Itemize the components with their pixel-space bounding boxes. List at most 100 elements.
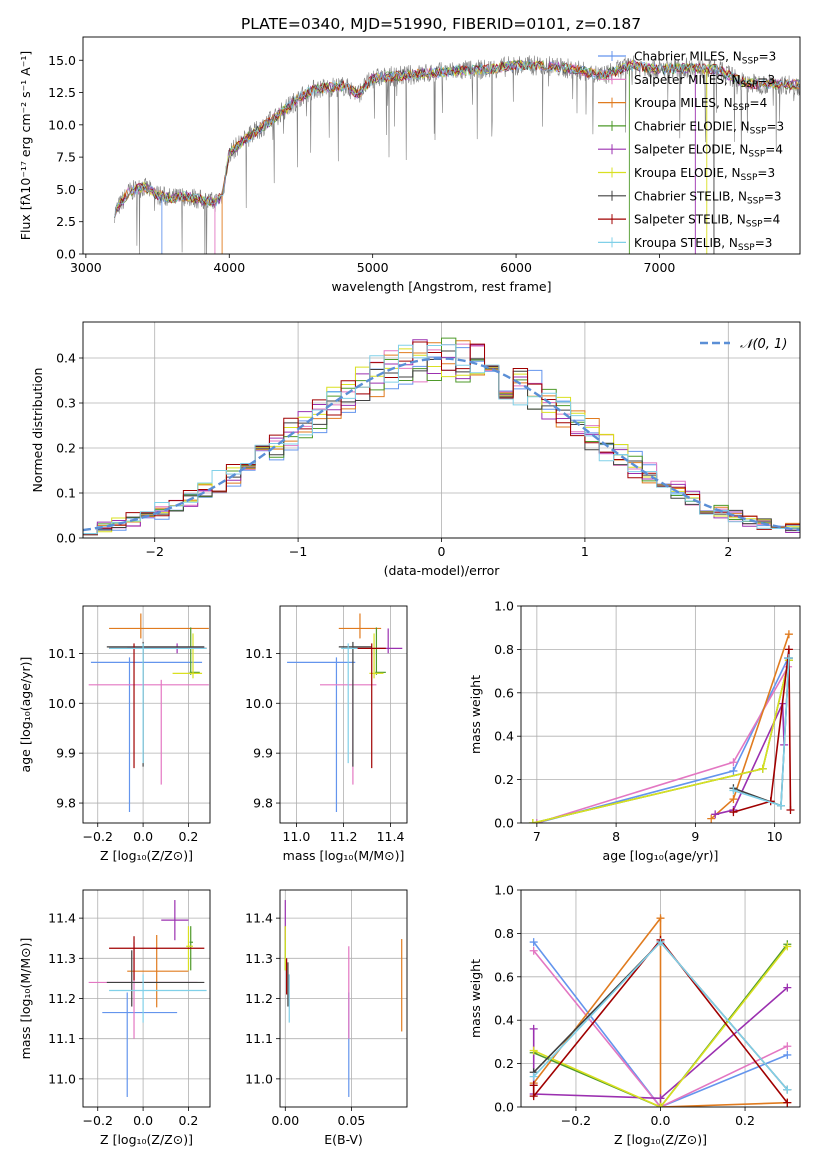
legend-model-name: Salpeter MILES, N — [634, 73, 741, 87]
y-tick-label: 11.2 — [48, 991, 76, 1006]
x-axis-label: Z [log₁₀(Z/Z⊙)] — [100, 1132, 193, 1147]
weight-series-line — [715, 703, 785, 816]
x-tick-label: 0.00 — [271, 1113, 299, 1128]
y-tick-label: 0.0 — [494, 1100, 514, 1115]
residual-histogram-step — [83, 341, 800, 535]
weight-point-marker — [529, 1081, 538, 1090]
weight-point-marker — [729, 758, 738, 767]
ticks: 0.00 0.05 11.0 11.1 11.2 11.3 11.4 — [245, 911, 365, 1128]
y-axis-label: mass weight — [468, 959, 483, 1038]
gridlines — [280, 606, 407, 823]
x-tick-label: −0.2 — [83, 1113, 113, 1128]
legend-nssp: =3 — [759, 50, 777, 64]
axes-frame — [279, 889, 408, 1108]
errorbar-point — [106, 950, 205, 1007]
weight-series-line — [733, 649, 792, 813]
weight-point-marker — [783, 1042, 792, 1051]
age-vs-mass-panel: 11.0 11.2 11.4 9.8 9.9 10.0 10.1 mass [log₁₀(M/… — [245, 605, 408, 863]
weight-point-marker — [784, 645, 793, 654]
errorbar-point — [338, 641, 372, 767]
weight-vs-metallicity-panel: −0.2 0.0 0.2 0.0 0.2 0.4 0.6 0.8 1.0 Z [log₁₀(Z/Z… — [468, 883, 801, 1147]
model-spectrum-line — [114, 60, 800, 218]
x-tick-label: 11.0 — [283, 829, 311, 844]
legend-nssp: =3 — [764, 189, 782, 203]
y-tick-label: 0.4 — [56, 351, 76, 366]
residuals-panel: −2 −1 0 1 2 0.0 0.1 0.2 0.3 0.4 (data-model)/error… — [30, 321, 801, 578]
y-tick-label: 11.4 — [48, 911, 76, 926]
legend-label: Kroupa STELIB, NSSP=3 — [634, 236, 772, 253]
ticks: −0.2 0.0 0.2 0.0 0.2 0.4 0.6 0.8 1.0 — [494, 883, 755, 1129]
y-tick-label: 11.0 — [48, 1071, 76, 1086]
y-tick-label: 0.0 — [56, 247, 76, 262]
y-tick-label: 12.5 — [48, 85, 76, 100]
y-tick-label: 0.0 — [494, 816, 514, 831]
mass-vs-metallicity-panel: −0.2 0.0 0.2 11.0 11.1 11.2 11.3 11.4 Z [log₁₀(Z… — [18, 889, 211, 1147]
weight-point-marker — [786, 805, 795, 814]
errorbar-point — [88, 679, 209, 785]
weight-point-marker — [783, 1085, 792, 1094]
weight-series-line — [533, 915, 788, 1107]
weight-point-marker — [729, 795, 738, 804]
legend-label: Kroupa MILES, NSSP=4 — [634, 96, 767, 113]
plot-area — [529, 914, 792, 1107]
legend-sub: SSP — [747, 196, 764, 206]
x-axis-label: age [log₁₀(age/yr)] — [603, 848, 719, 863]
x-tick-label: 0.0 — [133, 829, 153, 844]
y-tick-label: 10.0 — [48, 117, 76, 132]
mass-vs-ebv-panel: 0.00 0.05 11.0 11.1 11.2 11.3 11.4 E(B-V) — [245, 889, 408, 1147]
legend-sub: SSP — [738, 243, 755, 253]
y-axis-label: mass [log₁₀(M/M⊙)] — [18, 938, 33, 1060]
x-tick-label: 4000 — [213, 260, 245, 275]
legend-label: Salpeter STELIB, NSSP=4 — [634, 213, 780, 230]
weight-point-marker — [529, 1024, 538, 1033]
legend-sub: SSP — [748, 150, 765, 160]
plot-area — [83, 337, 800, 536]
legend-sub: SSP — [741, 173, 758, 183]
weight-point-marker — [729, 766, 738, 775]
axes-frame — [279, 605, 408, 824]
weight-point-marker — [729, 808, 738, 817]
x-axis-label: wavelength [Angstrom, rest frame] — [331, 279, 551, 294]
age-vs-metallicity-panel: −0.2 0.0 0.2 9.8 9.9 10.0 10.1 Z [log₁₀(Z/Z⊙)] a… — [18, 605, 211, 863]
y-tick-label: 0.3 — [56, 396, 76, 411]
weight-point-marker — [783, 1050, 792, 1059]
weight-series-line — [532, 660, 790, 823]
legend-sub: SSP — [742, 57, 759, 67]
legend-nssp: =4 — [750, 96, 768, 110]
x-tick-label: 0.2 — [179, 1113, 199, 1128]
legend-nssp: =3 — [766, 119, 784, 133]
legend-sub: SSP — [733, 103, 750, 113]
legend-label: Salpeter MILES, NSSP=3 — [634, 73, 775, 90]
weight-point-marker — [783, 1098, 792, 1107]
legend-model-name: Salpeter STELIB, N — [634, 213, 746, 227]
y-tick-label: 0.4 — [494, 729, 514, 744]
y-tick-label: 0.2 — [56, 441, 76, 456]
ticks: −0.2 0.0 0.2 9.8 9.9 10.0 10.1 — [48, 646, 198, 844]
y-tick-label: 0.8 — [494, 642, 514, 657]
weight-point-marker — [529, 946, 538, 955]
ticks: 11.0 11.2 11.4 9.8 9.9 10.0 10.1 — [245, 646, 404, 844]
x-tick-label: −0.2 — [561, 1113, 591, 1128]
x-tick-label: 0.2 — [735, 1113, 755, 1128]
legend-model-name: Salpeter ELODIE, N — [634, 143, 748, 157]
legend-sub: SSP — [750, 126, 767, 136]
errorbar-point — [102, 992, 178, 1097]
errorbar-point — [189, 627, 200, 675]
y-tick-label: 0.2 — [494, 772, 514, 787]
y-axis-label: Normed distribution — [30, 368, 45, 493]
y-axis-label: age [log₁₀(age/yr)] — [18, 657, 33, 773]
y-axis-label: mass weight — [468, 675, 483, 754]
weight-series-line — [532, 660, 790, 823]
spectrum-panel: 3000 4000 5000 6000 7000 0.0 2.5 5.0 7.5 10.0 12.5… — [18, 36, 801, 294]
legend-nssp: =3 — [757, 73, 775, 87]
residual-histogram-step — [83, 344, 800, 535]
errorbar-point — [352, 643, 386, 769]
errorbar-point — [90, 657, 203, 813]
ticks: −0.2 0.0 0.2 11.0 11.1 11.2 11.3 11.4 — [48, 911, 198, 1128]
plot-area — [88, 613, 209, 813]
x-tick-label: 3000 — [70, 260, 102, 275]
x-tick-label: 0 — [438, 544, 446, 559]
legend-label: Chabrier STELIB, NSSP=3 — [634, 189, 782, 206]
legend-label: Chabrier ELODIE, NSSP=3 — [634, 119, 784, 136]
